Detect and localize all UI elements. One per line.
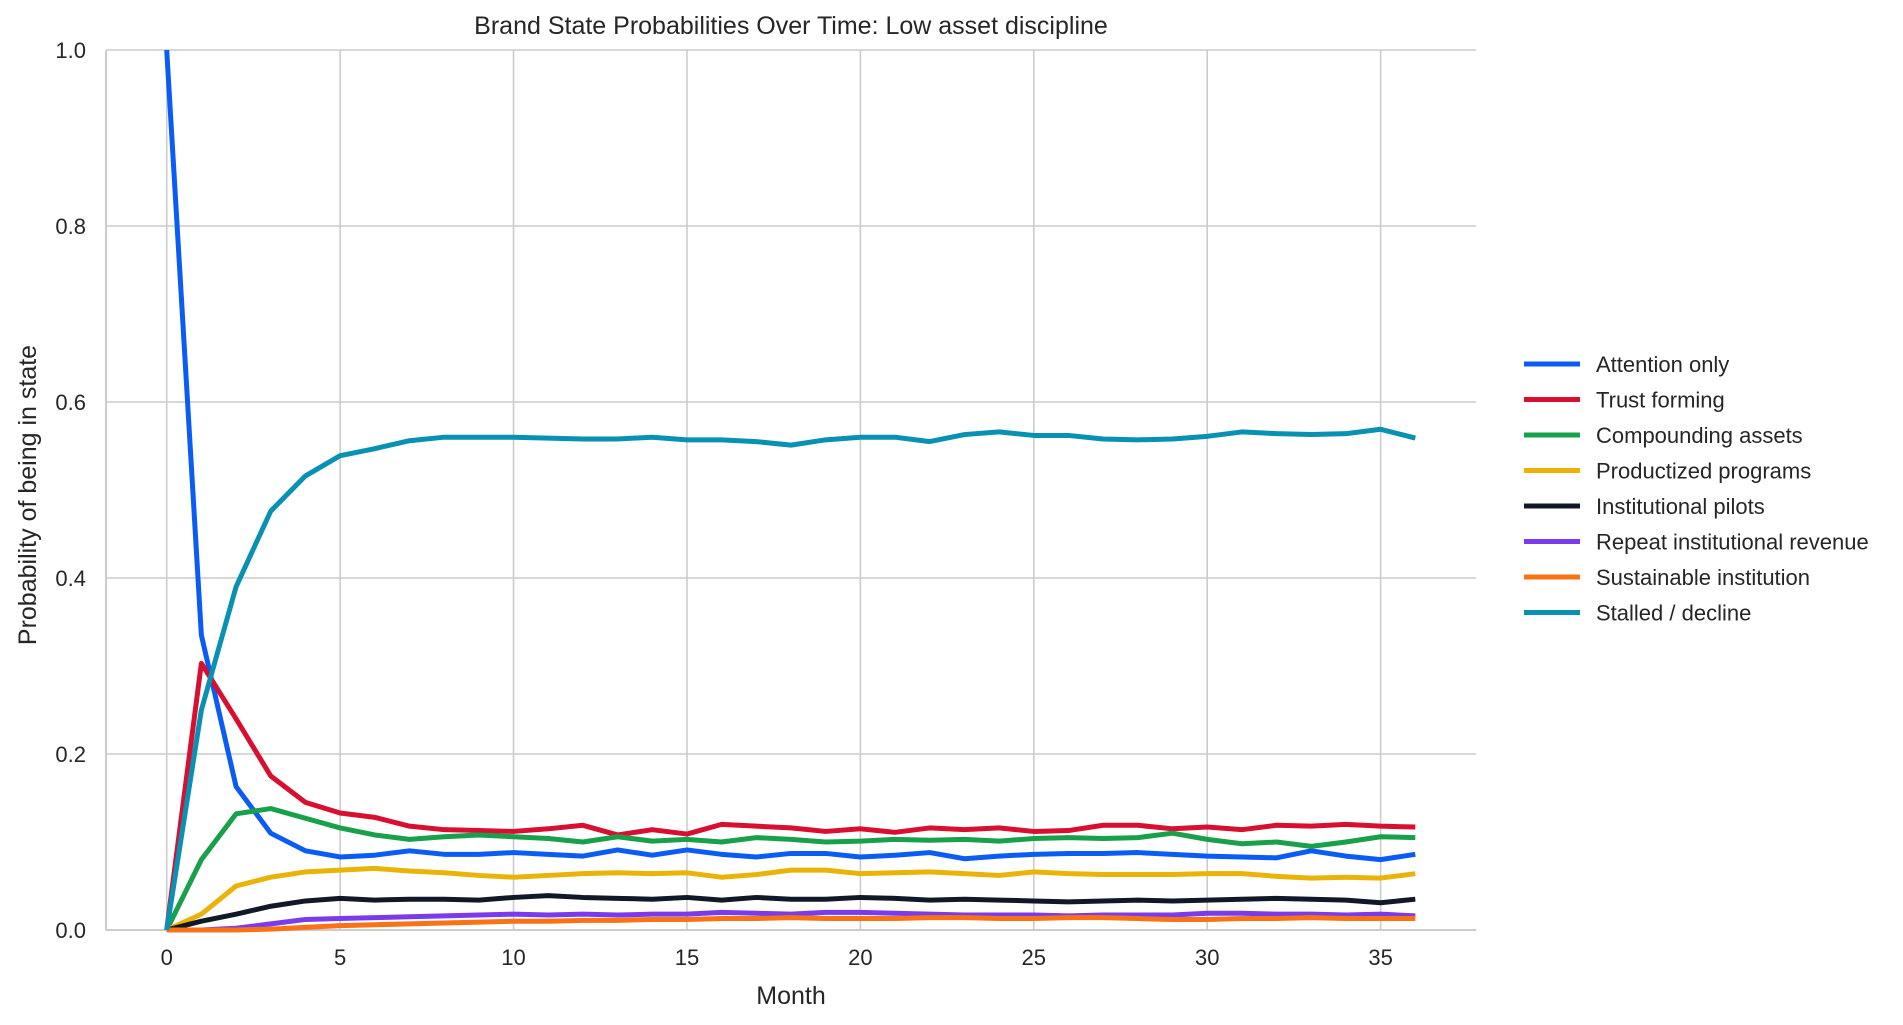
x-tick-label: 30 <box>1195 945 1219 970</box>
series-line <box>166 909 1416 933</box>
x-tick-label: 10 <box>501 945 525 970</box>
legend-label: Trust forming <box>1596 388 1725 413</box>
x-tick-label: 5 <box>334 945 346 970</box>
y-tick-label: 1.0 <box>55 38 86 63</box>
legend-label: Attention only <box>1596 352 1729 377</box>
y-tick-label: 0.2 <box>55 742 86 767</box>
series-line <box>164 49 1416 863</box>
legend-label: Compounding assets <box>1596 423 1803 448</box>
legend-label: Repeat institutional revenue <box>1596 530 1869 555</box>
y-tick-label: 0.4 <box>55 566 86 591</box>
y-axis-label: Probability of being in state <box>14 345 42 645</box>
x-tick-label: 20 <box>848 945 872 970</box>
legend-label: Institutional pilots <box>1596 494 1765 519</box>
legend-label: Stalled / decline <box>1596 601 1751 626</box>
series-line <box>164 426 1416 931</box>
series-lines <box>164 49 1416 933</box>
y-tick-label: 0.0 <box>55 918 86 943</box>
series-line <box>166 893 1416 933</box>
gridlines <box>106 49 1476 931</box>
legend: Attention only Trust forming Compounding a… <box>1524 352 1869 626</box>
series-line <box>164 660 1416 931</box>
x-tick-label: 35 <box>1368 945 1392 970</box>
series-line <box>164 806 1416 932</box>
x-tick-label: 25 <box>1022 945 1046 970</box>
x-axis-label: Month <box>756 982 825 1010</box>
legend-label: Productized programs <box>1596 459 1811 484</box>
series-line <box>165 865 1416 933</box>
y-tick-label: 0.6 <box>55 390 86 415</box>
legend-label: Sustainable institution <box>1596 565 1810 590</box>
x-tick-label: 0 <box>161 945 173 970</box>
y-tick-label: 0.8 <box>55 214 86 239</box>
series-line <box>166 915 1416 933</box>
axes: 0 5 10 15 20 25 30 35 0.0 0.2 0.4 0.6 0.8 1.0 <box>55 38 1476 970</box>
x-tick-label: 15 <box>675 945 699 970</box>
chart-title: Brand State Probabilities Over Time: Low… <box>474 12 1108 40</box>
